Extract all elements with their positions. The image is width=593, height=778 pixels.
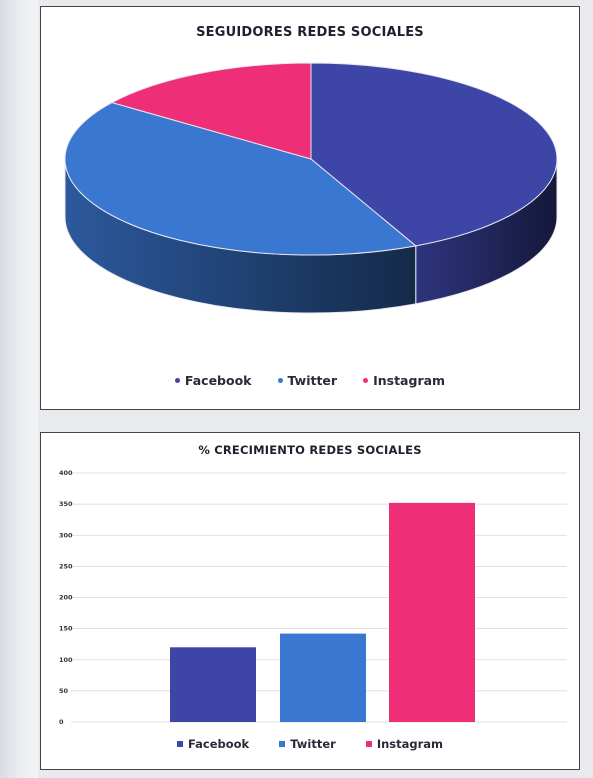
pie-legend-swatch-instagram	[363, 378, 369, 383]
bar-chart-title: % CRECIMIENTO REDES SOCIALES	[198, 443, 422, 457]
bar-legend-item-twitter: Twitter	[279, 737, 336, 751]
bar-y-tick-label: 0	[59, 718, 64, 726]
pie-legend-swatch-twitter	[277, 378, 283, 383]
bar-legend-label-twitter: Twitter	[290, 737, 336, 751]
bar-y-tick-label: 350	[59, 500, 73, 508]
bar-legend: Facebook Twitter Instagram	[41, 737, 579, 751]
bar-legend-label-facebook: Facebook	[187, 737, 250, 751]
bar-y-tick-label: 250	[59, 562, 73, 570]
pie-legend-item-facebook: Facebook	[174, 373, 252, 388]
pie-chart-title: SEGUIDORES REDES SOCIALES	[196, 25, 424, 40]
bar-legend-swatch-twitter	[279, 741, 286, 747]
pie-legend-label-twitter: Twitter	[287, 373, 338, 388]
bar-instagram	[389, 502, 475, 722]
page-background-strip	[0, 0, 38, 778]
bar-chart-svg: 400 350 300 250 200 150 100 50 0	[59, 469, 567, 726]
bar-chart-panel: % CRECIMIENTO REDES SOCIALES 400 350 300 25…	[40, 432, 580, 770]
pie-slice-instagram	[110, 62, 312, 160]
bar-facebook	[170, 647, 256, 722]
pie-legend-item-instagram: Instagram	[363, 373, 445, 388]
bar-legend-label-instagram: Instagram	[376, 737, 444, 751]
pie-slice-facebook	[310, 62, 558, 247]
pie-legend-item-twitter: Twitter	[277, 373, 338, 388]
pie-chart-panel: SEGUIDORES REDES SOCIALES Facebook Twitt…	[40, 6, 580, 410]
bar-y-tick-label: 400	[59, 469, 73, 477]
pie-legend: Facebook Twitter Instagram	[41, 373, 579, 388]
pie-legend-label-instagram: Instagram	[373, 373, 446, 388]
bar-y-tick-label: 100	[59, 656, 73, 664]
bar-legend-item-instagram: Instagram	[365, 737, 444, 751]
pie-legend-label-facebook: Facebook	[184, 373, 252, 388]
bar-y-tick-label: 150	[59, 625, 73, 633]
bar-legend-swatch-facebook	[176, 741, 183, 747]
bar-legend-swatch-instagram	[365, 741, 372, 747]
bar-legend-item-facebook: Facebook	[176, 737, 250, 751]
bar-twitter	[280, 633, 366, 722]
pie-legend-swatch-facebook	[174, 378, 180, 383]
bar-y-tick-label: 50	[59, 687, 69, 695]
pie-chart-svg	[64, 62, 558, 314]
bar-y-tick-label: 200	[59, 594, 73, 602]
bar-y-tick-label: 300	[59, 531, 73, 539]
pie-slice-twitter	[64, 102, 417, 256]
